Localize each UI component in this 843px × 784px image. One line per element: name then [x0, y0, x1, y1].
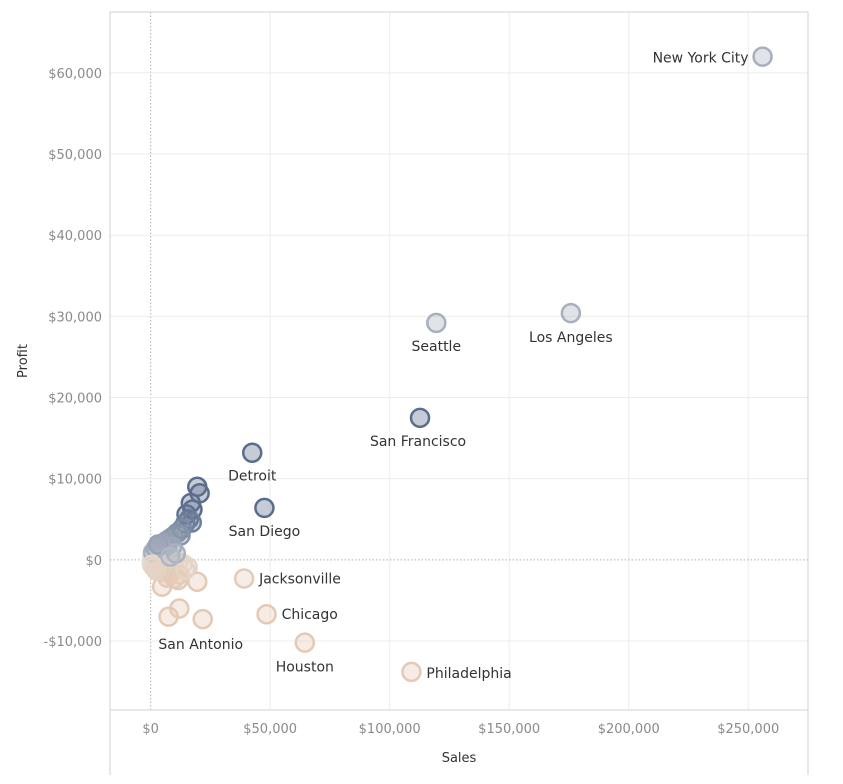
city-label: New York City — [653, 51, 749, 67]
point-labels: New York City Los Angeles Seattle San Franc… — [158, 51, 748, 682]
city-label: San Francisco — [370, 434, 466, 450]
city-point — [146, 560, 167, 581]
y-tick-label: $40,000 — [48, 229, 102, 244]
labeled-city-point — [254, 497, 275, 519]
gridlines — [110, 12, 808, 710]
city-label: San Antonio — [158, 637, 243, 653]
city-label: Jacksonville — [258, 572, 341, 588]
axis-ticks: $0 $50,000 $100,000 $150,000 $200,000 $250,00… — [44, 67, 780, 737]
city-label: Chicago — [282, 607, 338, 623]
x-tick-label: $200,000 — [598, 722, 660, 737]
data-points — [141, 46, 773, 683]
labeled-city-point — [192, 608, 213, 630]
city-label: Seattle — [412, 339, 462, 355]
labeled-city-point — [409, 407, 431, 429]
x-tick-label: $50,000 — [243, 722, 297, 737]
city-point — [187, 571, 208, 593]
x-tick-label: $250,000 — [717, 722, 779, 737]
city-label: San Diego — [229, 524, 301, 540]
y-axis-title: Profit — [16, 344, 31, 378]
labeled-city-point — [426, 312, 447, 334]
labeled-city-point — [241, 442, 263, 463]
y-tick-label: $60,000 — [48, 67, 102, 82]
labeled-city-point — [294, 632, 316, 653]
y-tick-label: -$10,000 — [44, 635, 102, 650]
x-axis-title: Sales — [442, 751, 477, 766]
city-point — [158, 606, 179, 627]
y-tick-label: $0 — [85, 554, 102, 569]
x-tick-label: $150,000 — [478, 722, 540, 737]
labeled-city-point — [560, 302, 582, 324]
plot-frame — [109, 11, 809, 711]
x-tick-label: $100,000 — [359, 722, 421, 737]
city-point — [181, 512, 203, 533]
city-point — [159, 546, 181, 567]
city-label: Houston — [276, 660, 334, 676]
labeled-city-point — [256, 603, 277, 625]
y-tick-label: $30,000 — [48, 310, 102, 325]
y-tick-label: $20,000 — [48, 392, 102, 407]
city-point — [175, 559, 196, 580]
city-point — [167, 569, 189, 591]
city-point — [148, 534, 169, 555]
city-label: Detroit — [228, 469, 277, 485]
y-tick-label: $50,000 — [48, 148, 102, 163]
x-tick-label: $0 — [142, 722, 159, 737]
city-label: Los Angeles — [529, 330, 613, 346]
labeled-city-point — [233, 568, 255, 589]
labeled-city-point — [401, 661, 422, 683]
labeled-city-point — [752, 46, 773, 67]
city-label: Philadelphia — [426, 666, 511, 682]
y-tick-label: $10,000 — [48, 473, 102, 488]
